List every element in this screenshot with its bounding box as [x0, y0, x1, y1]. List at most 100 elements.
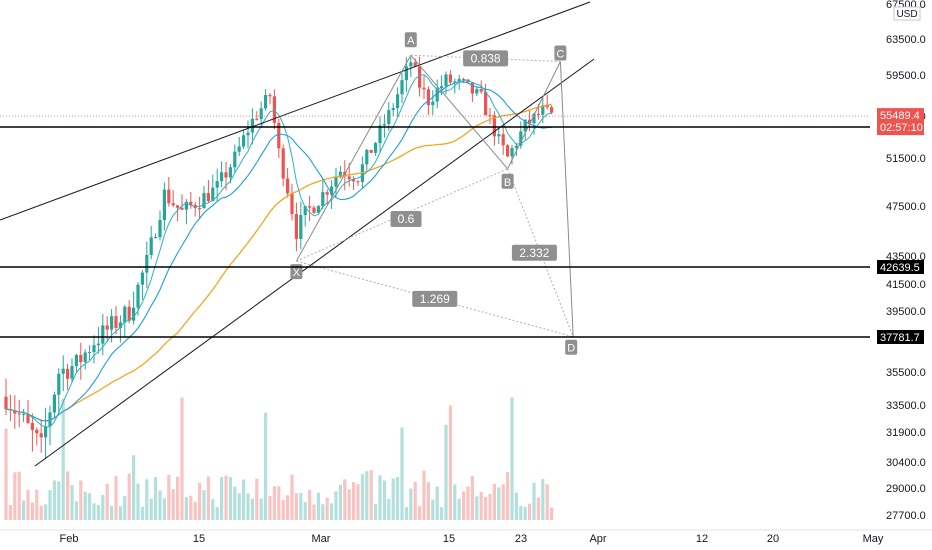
price-axis[interactable]: 63500.059500.055500.051500.047500.043500… — [877, 0, 926, 522]
candle-body — [171, 203, 175, 206]
time-tick-label: 20 — [767, 533, 779, 545]
price-tick-label: 59500.0 — [886, 70, 926, 82]
currency-box[interactable] — [893, 6, 921, 21]
candle-body — [497, 134, 501, 137]
volume-bar — [374, 504, 378, 520]
volume-bar — [382, 480, 386, 520]
candle-body — [198, 208, 202, 210]
candle-body — [404, 66, 408, 81]
candle-body — [387, 110, 391, 125]
volume-bar — [413, 481, 417, 520]
candle-body — [382, 124, 386, 126]
price-tick-label: 67500.0 — [886, 0, 926, 11]
volume-bar — [409, 488, 413, 520]
volume-bar — [356, 484, 360, 520]
candle-body — [123, 306, 127, 323]
candle-body — [149, 237, 153, 256]
candle-body — [268, 95, 272, 97]
volume-bar — [523, 506, 527, 520]
pattern-point-d[interactable]: D — [567, 343, 575, 355]
pattern-point-x[interactable]: X — [293, 267, 301, 279]
volume-bar — [369, 470, 373, 520]
volume-bar — [83, 491, 87, 520]
time-axis[interactable]: Feb 15 Mar 15 23 Apr 12 20 May — [0, 529, 932, 545]
moving-averages — [5, 74, 552, 428]
candle-body — [453, 81, 457, 83]
pattern-point-a[interactable]: A — [407, 35, 415, 47]
ratio-label-ac: 0.838 — [471, 51, 501, 65]
pattern-point-c[interactable]: C — [556, 49, 564, 61]
volume-bar — [22, 500, 26, 520]
level-price-tag[interactable] — [877, 330, 924, 344]
current-price-tag[interactable] — [877, 108, 924, 136]
volume-bar — [176, 476, 180, 520]
volume-bar — [66, 471, 70, 520]
pattern-point-box-d[interactable] — [565, 339, 578, 355]
volume-bar — [242, 479, 246, 520]
candle-body — [431, 101, 435, 106]
horizontal-levels[interactable] — [0, 115, 870, 338]
price-tick-label: 33500.0 — [886, 400, 926, 412]
volume-bar — [220, 477, 224, 520]
volume-bar — [198, 482, 202, 520]
volume-bar — [26, 490, 30, 520]
candle-body — [440, 86, 444, 89]
ratio-connector-ac — [410, 54, 561, 62]
pattern-point-box-x[interactable] — [290, 264, 303, 280]
candle-body — [541, 105, 545, 115]
candle-body — [118, 322, 122, 328]
volume-bar — [92, 503, 96, 520]
pattern-leg-xa — [295, 54, 412, 262]
candle-body — [61, 368, 65, 374]
pattern-point-box-b[interactable] — [501, 173, 514, 189]
volume-bar — [426, 482, 430, 520]
currency-label[interactable]: USD — [896, 9, 917, 20]
volume-bar — [528, 503, 532, 520]
candle-body — [378, 125, 382, 144]
time-tick-label: 15 — [443, 533, 455, 545]
candle-body — [294, 214, 298, 239]
candle-body — [180, 207, 184, 210]
candle-body — [396, 94, 400, 109]
volume-bar — [312, 504, 316, 520]
volume-bar — [52, 480, 56, 520]
price-tick-label: 41500.0 — [886, 279, 926, 291]
candle-body — [338, 171, 342, 178]
harmonic-pattern[interactable]: 0.838 0.6 2.332 1.269 X A B C D — [290, 32, 578, 355]
volume-bar — [17, 471, 21, 520]
candle-body — [206, 193, 210, 202]
pattern-point-b[interactable]: B — [504, 177, 511, 189]
candle-body — [321, 192, 325, 207]
volume-bar — [272, 486, 276, 520]
upper-trendline[interactable] — [0, 1, 591, 221]
candle-body — [347, 176, 351, 180]
volume-bar — [268, 495, 272, 520]
ratio-box-xb — [390, 210, 422, 227]
time-tick-label: Feb — [60, 533, 79, 545]
volume-bar — [290, 474, 294, 520]
ratio-box-xd — [412, 290, 458, 307]
candle-body — [356, 181, 360, 183]
volume-bar — [334, 491, 338, 520]
volume-bar — [338, 484, 342, 520]
volume-bar — [453, 484, 457, 520]
candle-body — [290, 193, 294, 215]
volume-bar — [211, 499, 215, 520]
volume-bar — [70, 485, 74, 520]
candle-body — [70, 366, 74, 379]
candle-body — [74, 354, 78, 367]
volume-bar — [233, 486, 237, 520]
volume-bar — [13, 472, 17, 520]
pattern-leg-bc — [507, 61, 561, 170]
price-tick-label: 30400.0 — [886, 457, 926, 469]
volume-bar — [30, 502, 34, 520]
price-tick-label: 63500.0 — [886, 34, 926, 46]
volume-bar — [400, 427, 404, 520]
volume-bar — [255, 478, 259, 520]
volume-bar — [8, 505, 12, 520]
candle-body — [462, 79, 466, 81]
level-price-tag[interactable] — [877, 260, 924, 274]
pattern-point-box-c[interactable] — [554, 45, 567, 61]
pattern-point-box-a[interactable] — [404, 32, 417, 48]
